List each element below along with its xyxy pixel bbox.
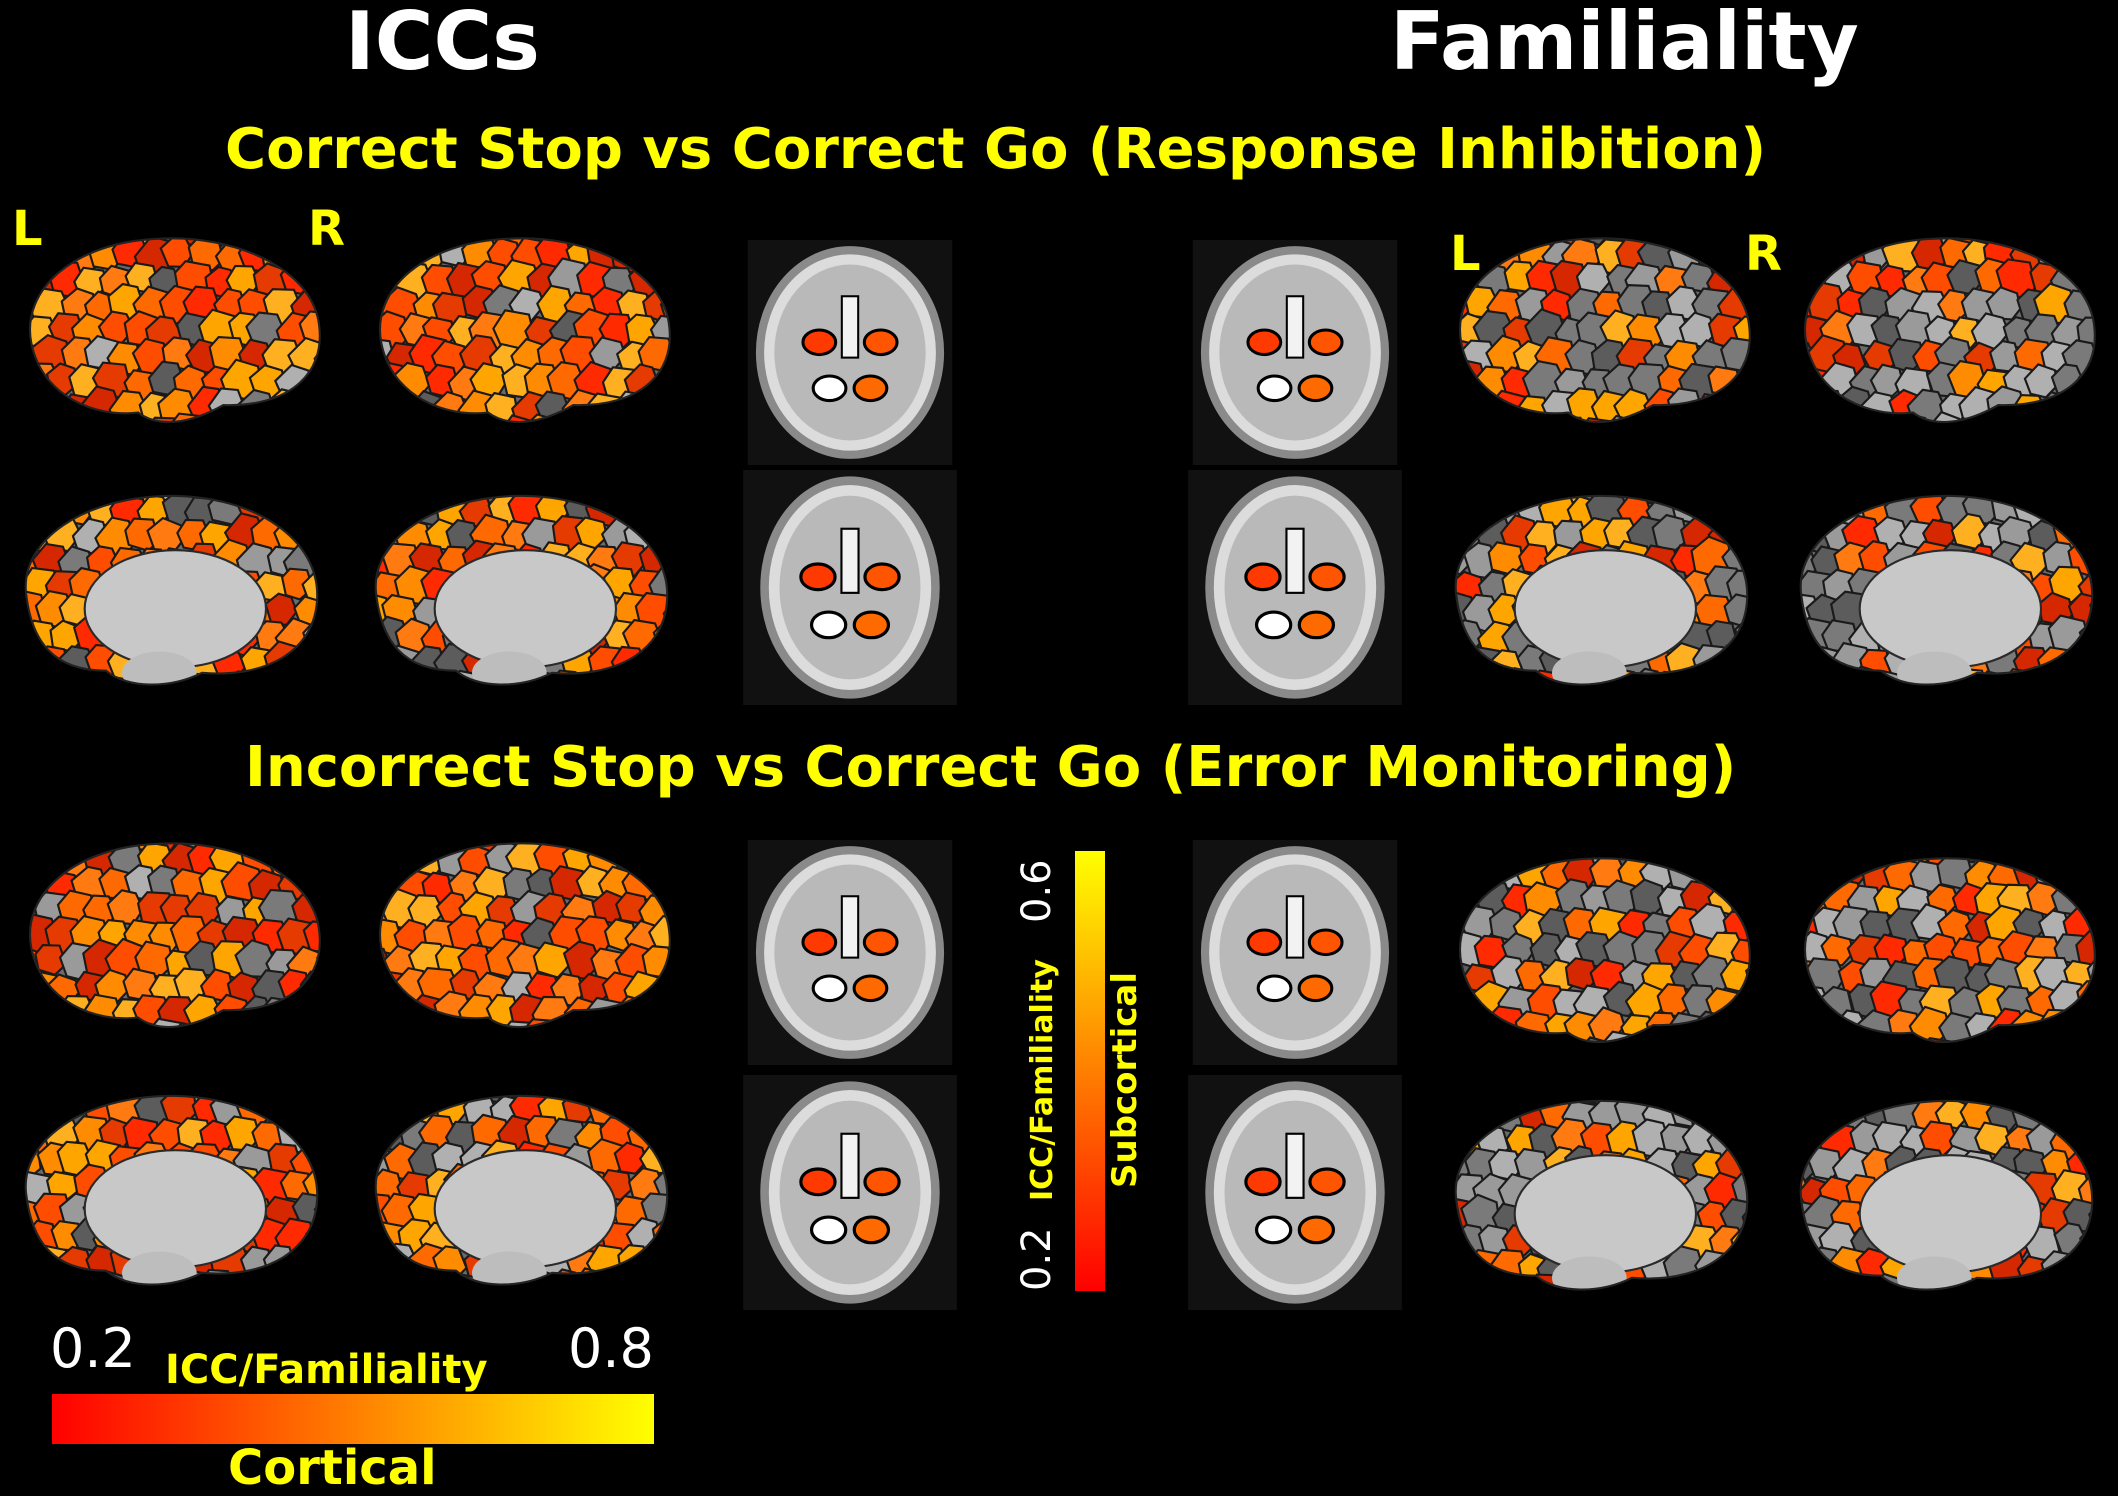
- cortical-colorbar-max-label: 0.8: [568, 1317, 654, 1380]
- fam-r1-left-lateral-brain: [1458, 237, 1751, 424]
- familiality-column-title: Familiality: [1390, 0, 1859, 88]
- icc-r1-left-medial-brain: [24, 494, 319, 686]
- icc-r1-right-medial-brain: [374, 494, 669, 686]
- fam-r2-axial-slice: [1188, 1075, 1402, 1310]
- fam-r1-coronal-slice: [1192, 240, 1398, 465]
- subcortical-colorbar: [1075, 851, 1105, 1291]
- icc-r1-right-lateral-brain: [378, 237, 671, 424]
- fam-r1-right-lateral-brain: [1803, 237, 2096, 424]
- fam-r1-axial-slice: [1188, 470, 1402, 705]
- subcortical-colorbar-max-label: 0.6: [1014, 859, 1060, 923]
- fam-r1-right-medial-brain: [1799, 494, 2094, 686]
- icc-r2-axial-slice: [743, 1075, 957, 1310]
- fam-r1-left-medial-brain: [1454, 494, 1749, 686]
- subcortical-colorbar-region-label: Subcortical: [1105, 972, 1145, 1188]
- cortical-colorbar-measure-label: ICC/Familiality: [165, 1347, 488, 1393]
- icc-r1-axial-slice: [743, 470, 957, 705]
- icc-r1-left-lateral-brain: [28, 237, 321, 424]
- left-hemisphere-label-icc: L: [12, 201, 43, 257]
- left-hemisphere-label-familiality: L: [1450, 226, 1481, 282]
- cortical-colorbar-region-label: Cortical: [228, 1440, 437, 1496]
- icc-r2-left-medial-brain: [24, 1094, 319, 1286]
- icc-r2-right-medial-brain: [374, 1094, 669, 1286]
- icc-r2-right-lateral-brain: [378, 842, 671, 1029]
- cortical-colorbar: [52, 1394, 654, 1444]
- fam-r2-right-medial-brain: [1799, 1099, 2094, 1291]
- fam-r2-left-medial-brain: [1454, 1099, 1749, 1291]
- right-hemisphere-label-icc: R: [308, 201, 345, 257]
- icc-column-title: ICCs: [345, 0, 540, 88]
- fam-r2-left-lateral-brain: [1458, 857, 1751, 1044]
- fam-r2-right-lateral-brain: [1803, 857, 2096, 1044]
- cortical-colorbar-min-label: 0.2: [50, 1317, 136, 1380]
- response-inhibition-title: Correct Stop vs Correct Go (Response Inh…: [225, 117, 1767, 182]
- fam-r2-coronal-slice: [1192, 840, 1398, 1065]
- right-hemisphere-label-familiality: R: [1745, 226, 1782, 282]
- subcortical-colorbar-measure-label: ICC/Familiality: [1025, 959, 1060, 1201]
- icc-r2-coronal-slice: [747, 840, 953, 1065]
- subcortical-colorbar-min-label: 0.2: [1014, 1227, 1060, 1291]
- icc-r1-coronal-slice: [747, 240, 953, 465]
- icc-r2-left-lateral-brain: [28, 842, 321, 1029]
- error-monitoring-title: Incorrect Stop vs Correct Go (Error Moni…: [245, 735, 1737, 800]
